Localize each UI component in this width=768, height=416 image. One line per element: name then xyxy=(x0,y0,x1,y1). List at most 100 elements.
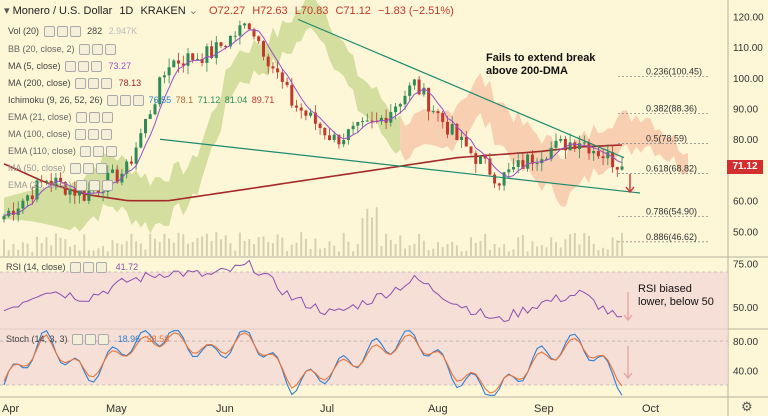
close-icon[interactable] xyxy=(69,26,81,38)
candle-body xyxy=(158,77,162,105)
close-icon[interactable] xyxy=(96,262,108,274)
candle-body xyxy=(578,143,581,149)
volume-bar xyxy=(592,243,595,256)
settings-icon[interactable] xyxy=(56,26,68,38)
close-icon[interactable] xyxy=(101,129,113,141)
candle-body xyxy=(379,117,383,122)
visibility-icon[interactable] xyxy=(70,262,82,274)
volume-bar xyxy=(385,233,388,256)
gear-icon[interactable]: ⚙ xyxy=(741,399,753,414)
visibility-icon[interactable] xyxy=(75,78,87,90)
legend-rsi[interactable]: RSI (14, close) 41.72 xyxy=(6,262,138,274)
visibility-icon[interactable] xyxy=(65,61,77,73)
settings-icon[interactable] xyxy=(120,95,132,107)
legend-bb[interactable]: BB (20, close, 2) xyxy=(8,44,117,56)
legend-vol[interactable]: Vol (20) 282 2.947K xyxy=(8,26,137,38)
close-icon[interactable] xyxy=(102,112,114,124)
close-icon[interactable] xyxy=(98,334,110,346)
candle-body xyxy=(483,156,487,159)
legend-hidden-2[interactable]: EMA (20, close) xyxy=(8,180,114,192)
settings-icon[interactable] xyxy=(89,112,101,124)
volume-bar xyxy=(526,251,529,256)
volume-bar xyxy=(356,244,359,256)
legend-label: Ichimoku (9, 26, 52, 26) xyxy=(8,95,103,105)
ohlc-low: L70.83 xyxy=(294,5,329,17)
symbol-title[interactable]: Monero / U.S. Dollar xyxy=(12,5,113,17)
legend-stoch[interactable]: Stoch (14, 3, 3) 18.96 28.58 xyxy=(6,334,170,346)
close-icon[interactable] xyxy=(91,61,103,73)
visibility-icon[interactable] xyxy=(76,180,88,192)
close-icon[interactable] xyxy=(133,95,145,107)
candle-body xyxy=(530,154,534,164)
legend-ema21[interactable]: EMA (21, close) xyxy=(8,112,114,124)
candle-body xyxy=(370,120,374,122)
volume-bar xyxy=(281,237,284,256)
legend-hidden-1[interactable]: MA (50, close) xyxy=(8,163,108,175)
legend-ma200[interactable]: MA (200, close) 78.13 xyxy=(8,78,141,90)
close-icon[interactable] xyxy=(106,146,118,158)
close-icon[interactable] xyxy=(102,180,114,192)
close-icon[interactable] xyxy=(101,78,113,90)
candle-body xyxy=(233,35,237,37)
close-icon[interactable] xyxy=(105,44,117,56)
y-axis-tick-label: 120.00 xyxy=(733,12,764,23)
legend-label: BB (20, close, 2) xyxy=(8,44,75,54)
candle-body xyxy=(115,169,119,183)
rsi-axis-tick-label: 50.00 xyxy=(733,303,758,314)
legend-label: EMA (21, close) xyxy=(8,112,72,122)
candle-body xyxy=(389,112,393,123)
visibility-icon[interactable] xyxy=(79,44,91,56)
volume-bar xyxy=(172,242,175,256)
settings-icon[interactable] xyxy=(88,129,100,141)
dropdown-toggle-icon[interactable]: ▾ xyxy=(4,5,10,17)
interval-label[interactable]: 1D xyxy=(119,5,134,17)
candle-body xyxy=(257,36,261,42)
candle-body xyxy=(464,136,468,147)
volume-bar xyxy=(555,242,557,256)
candle-body xyxy=(403,95,407,105)
chevron-down-icon[interactable]: ⌄ xyxy=(188,5,198,17)
volume-bar xyxy=(257,237,260,256)
legend-ichimoku[interactable]: Ichimoku (9, 26, 52, 26) 76.55 78.1 71.1… xyxy=(8,95,274,107)
volume-bar xyxy=(545,247,548,256)
candle-body xyxy=(436,111,440,114)
legend-value: 78.1 xyxy=(175,95,194,105)
settings-icon[interactable] xyxy=(83,262,95,274)
visibility-icon[interactable] xyxy=(72,334,84,346)
visibility-icon[interactable] xyxy=(76,112,88,124)
legend-label: EMA (110, close) xyxy=(8,146,76,156)
stoch-band xyxy=(0,341,728,385)
x-axis-tick-label: May xyxy=(106,403,127,415)
volume-bar xyxy=(408,245,411,256)
settings-icon[interactable] xyxy=(89,180,101,192)
visibility-icon[interactable] xyxy=(75,129,87,141)
visibility-icon[interactable] xyxy=(43,26,55,38)
legend-ma100[interactable]: MA (100, close) xyxy=(8,129,113,141)
volume-bar xyxy=(12,243,15,256)
legend-value: 18.96 xyxy=(117,334,141,344)
fib-level-label: 0.886(46.62) xyxy=(646,232,697,242)
legend-ema110[interactable]: EMA (110, close) xyxy=(8,146,118,158)
settings-icon[interactable] xyxy=(93,146,105,158)
volume-bar xyxy=(418,234,421,256)
volume-bar xyxy=(97,248,100,256)
close-icon[interactable] xyxy=(96,163,108,175)
legend-ma5[interactable]: MA (5, close) 73.27 xyxy=(8,61,131,73)
volume-bar xyxy=(347,241,350,256)
visibility-icon[interactable] xyxy=(70,163,82,175)
volume-bar xyxy=(21,242,24,256)
settings-icon[interactable] xyxy=(92,44,104,56)
visibility-icon[interactable] xyxy=(80,146,92,158)
candle-body xyxy=(59,177,63,182)
volume-bar xyxy=(3,239,5,256)
volume-bar xyxy=(493,243,496,256)
candle-body xyxy=(507,169,511,173)
visibility-icon[interactable] xyxy=(107,95,119,107)
volume-bar xyxy=(220,239,222,256)
settings-icon[interactable] xyxy=(85,334,97,346)
settings-icon[interactable] xyxy=(78,61,90,73)
legend-value: 28.58 xyxy=(146,334,170,344)
settings-icon[interactable] xyxy=(88,78,100,90)
settings-icon[interactable] xyxy=(83,163,95,175)
ohlc-high: H72.63 xyxy=(252,5,288,17)
